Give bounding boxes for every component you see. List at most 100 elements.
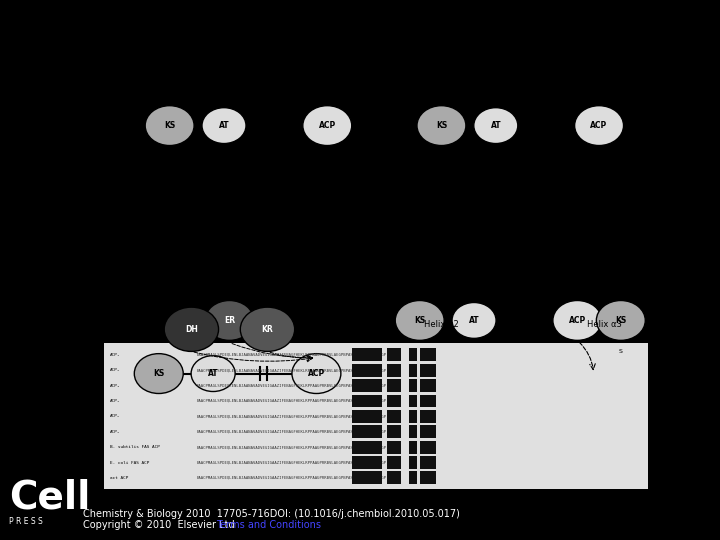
Text: AT: AT: [469, 316, 480, 325]
FancyBboxPatch shape: [387, 410, 400, 423]
Text: P R E S S: P R E S S: [9, 517, 42, 526]
Text: ER: ER: [224, 316, 235, 325]
Text: EAACPMAGLSPDEQLENLBJAANAVADVEGIGAAZIFEBAGFHEKLRPPAAUPRRBVLAEGPBPASLVPDEPTVPLAAGP: EAACPMAGLSPDEQLENLBJAANAVADVEGIGAAZIFEBA…: [197, 368, 387, 372]
Text: TE: TE: [670, 316, 680, 325]
Text: E. coli FAS ACP: E. coli FAS ACP: [110, 461, 149, 464]
Text: KS: KS: [414, 316, 426, 325]
FancyBboxPatch shape: [409, 426, 417, 438]
FancyBboxPatch shape: [409, 348, 417, 361]
FancyBboxPatch shape: [420, 364, 436, 377]
FancyBboxPatch shape: [420, 426, 436, 438]
Text: Figure 1: Figure 1: [327, 19, 393, 37]
FancyBboxPatch shape: [420, 348, 436, 361]
FancyBboxPatch shape: [387, 471, 400, 484]
Circle shape: [240, 307, 294, 352]
Circle shape: [596, 300, 645, 340]
FancyBboxPatch shape: [420, 441, 436, 454]
Text: SH: SH: [323, 157, 332, 163]
FancyBboxPatch shape: [352, 395, 382, 408]
Text: B: B: [110, 318, 120, 331]
Circle shape: [191, 356, 235, 392]
Text: EAACPMAGLSPDEQLENLBJAANAVADVEGIGAAZIFEBAGFHEKLRPPAAUPRRBVLAEGPBPASLVPDEPTVPLAAGP: EAACPMAGLSPDEQLENLBJAANAVADVEGIGAAZIFEBA…: [197, 430, 387, 434]
Text: ACP: ACP: [590, 121, 608, 130]
Text: ACP: ACP: [319, 121, 336, 130]
Text: B. subtilis FAS ACP: B. subtilis FAS ACP: [110, 445, 160, 449]
Text: Reductive processing: Reductive processing: [126, 259, 230, 268]
Circle shape: [452, 302, 496, 339]
Text: KS: KS: [436, 121, 447, 130]
Circle shape: [303, 106, 352, 146]
Text: OH: OH: [670, 349, 680, 354]
Text: AT: AT: [490, 121, 501, 130]
FancyBboxPatch shape: [420, 379, 436, 392]
FancyBboxPatch shape: [387, 364, 400, 377]
Text: ACP: ACP: [307, 369, 325, 378]
Text: KS: KS: [164, 121, 175, 130]
Text: Helix α3: Helix α3: [511, 320, 546, 329]
Circle shape: [145, 106, 194, 146]
Text: EAACPMAGLSPDEQLENLBJAANAVADVEGIGAAZIFEBAGFHEKLRPPAAUPRRBVLAEGPBPASLVPDEPTVPLAAGP: EAACPMAGLSPDEQLENLBJAANAVADVEGIGAAZIFEBA…: [197, 476, 387, 480]
Text: EAACPMAGLSPDEQLENLBJAANAVADVEGIGAAZIFEBAGFHEKLRPPAAUPRRBVLAEGPBPASLVPDEPTVPLAAGP: EAACPMAGLSPDEQLENLBJAANAVADVEGIGAAZIFEBA…: [197, 445, 387, 449]
FancyBboxPatch shape: [352, 426, 382, 438]
Text: AT: AT: [208, 369, 218, 378]
FancyBboxPatch shape: [420, 410, 436, 423]
Text: ACP₂: ACP₂: [110, 368, 120, 372]
Circle shape: [292, 354, 341, 394]
Text: ACP₆: ACP₆: [110, 430, 120, 434]
Text: ACP: ACP: [569, 316, 586, 325]
FancyBboxPatch shape: [420, 471, 436, 484]
Text: KR: KR: [261, 325, 274, 334]
Text: ACP₃: ACP₃: [110, 383, 120, 388]
Text: KS: KS: [615, 316, 626, 325]
Circle shape: [553, 300, 602, 340]
FancyBboxPatch shape: [352, 348, 382, 361]
Text: S: S: [619, 349, 623, 354]
Text: EAACPMAGLSPDEQLENLBJAANAVADVEGIGAAZIFEBAGFHEKLRPPAAUPRRBVLAEGPBPASLVPDEPTVPLAAGP: EAACPMAGLSPDEQLENLBJAANAVADVEGIGAAZIFEBA…: [197, 399, 387, 403]
FancyBboxPatch shape: [409, 441, 417, 454]
FancyBboxPatch shape: [420, 395, 436, 408]
Text: C: C: [184, 249, 189, 255]
Circle shape: [417, 106, 466, 146]
Text: ACP₅: ACP₅: [110, 414, 120, 418]
FancyBboxPatch shape: [387, 348, 400, 361]
Text: act ACP: act ACP: [110, 476, 128, 480]
FancyBboxPatch shape: [409, 471, 417, 484]
Circle shape: [202, 107, 246, 144]
FancyBboxPatch shape: [409, 395, 417, 408]
FancyBboxPatch shape: [409, 456, 417, 469]
FancyBboxPatch shape: [352, 364, 382, 377]
FancyBboxPatch shape: [387, 426, 400, 438]
FancyBboxPatch shape: [409, 410, 417, 423]
Text: EAACPMAGLSPDEQLENLBJAANAVADVEGIGAAZIFEBAGFHEKLRPPAAUPRRBVLAEGPBPASLVPDEPTVPLAAGP: EAACPMAGLSPDEQLENLBJAANAVADVEGIGAAZIFEBA…: [197, 353, 387, 357]
Text: DH: DH: [185, 325, 198, 334]
Text: A: A: [110, 59, 120, 72]
FancyBboxPatch shape: [352, 379, 382, 392]
Text: AT: AT: [219, 121, 229, 130]
FancyBboxPatch shape: [420, 456, 436, 469]
Circle shape: [651, 300, 700, 340]
Text: $R^2$: $R^2$: [154, 223, 163, 234]
Circle shape: [164, 307, 219, 352]
Text: Helix α2: Helix α2: [424, 320, 459, 329]
Text: Copyright © 2010  Elsevier Ltd: Copyright © 2010 Elsevier Ltd: [83, 520, 240, 530]
Text: EAACPMAGLSPDEQLENLBJAANAVADVEGIGAAZIFEBAGFHEKLRPPAAUPRRBVLAEGPBPASLVPDEPTVPLAAGP: EAACPMAGLSPDEQLENLBJAANAVADVEGIGAAZIFEBA…: [197, 383, 387, 388]
Text: Terms and Conditions: Terms and Conditions: [216, 520, 321, 530]
Text: EAACPMAGLSPDEQLENLBJAANAVADVEGIGAAZIFEBAGFHEKLRPPAAUPRRBVLAEGPBPASLVPDEPTVPLAAGP: EAACPMAGLSPDEQLENLBJAANAVADVEGIGAAZIFEBA…: [197, 414, 387, 418]
FancyBboxPatch shape: [409, 364, 417, 377]
Text: Cell: Cell: [9, 479, 90, 517]
FancyBboxPatch shape: [387, 456, 400, 469]
FancyBboxPatch shape: [352, 456, 382, 469]
FancyBboxPatch shape: [104, 342, 648, 489]
Text: ACP₄: ACP₄: [110, 399, 120, 403]
Text: Condensation: Condensation: [387, 64, 454, 73]
Circle shape: [474, 107, 518, 144]
Circle shape: [395, 300, 444, 340]
FancyBboxPatch shape: [387, 395, 400, 408]
Circle shape: [575, 106, 624, 146]
Text: Helix α3: Helix α3: [587, 320, 622, 329]
FancyBboxPatch shape: [352, 441, 382, 454]
Text: Chemistry & Biology 2010  17705-716DOI: (10.1016/j.chembiol.2010.05.017): Chemistry & Biology 2010 17705-716DOI: (…: [83, 509, 459, 519]
Text: EAACPMAGLSPDEQLENLBJAANAVADVEGIGAAZIFEBAGFHEKLRPPAAUPRRBVLAEGPBPASLVPDEPTVPLAAGP: EAACPMAGLSPDEQLENLBJAANAVADVEGIGAAZIFEBA…: [197, 461, 387, 464]
FancyBboxPatch shape: [387, 379, 400, 392]
FancyBboxPatch shape: [352, 410, 382, 423]
